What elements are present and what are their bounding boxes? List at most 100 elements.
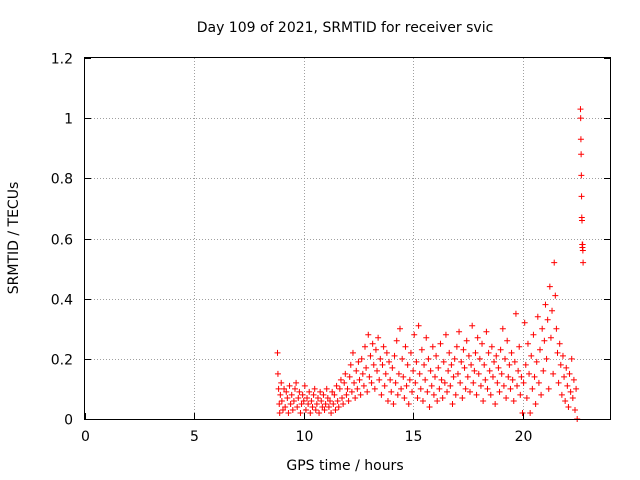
data-point bbox=[341, 379, 348, 386]
data-point bbox=[275, 385, 282, 392]
data-point bbox=[453, 343, 460, 350]
data-point bbox=[395, 370, 402, 377]
data-point bbox=[401, 394, 408, 401]
data-point bbox=[389, 364, 396, 371]
data-point bbox=[311, 385, 318, 392]
data-point bbox=[539, 325, 546, 332]
data-point bbox=[407, 349, 414, 356]
data-point bbox=[544, 316, 551, 323]
data-point bbox=[505, 373, 512, 380]
data-point bbox=[434, 397, 441, 404]
y-tick-label: 0.8 bbox=[51, 172, 73, 188]
data-point bbox=[279, 406, 286, 413]
data-point bbox=[456, 328, 463, 335]
data-point bbox=[482, 376, 489, 383]
data-point bbox=[508, 349, 515, 356]
data-point bbox=[503, 394, 510, 401]
data-point bbox=[404, 361, 411, 368]
data-point bbox=[347, 361, 354, 368]
data-point bbox=[541, 337, 548, 344]
data-point bbox=[500, 382, 507, 389]
data-point bbox=[387, 376, 394, 383]
y-tick-label: 0 bbox=[64, 413, 73, 429]
data-point bbox=[336, 385, 343, 392]
data-point bbox=[551, 259, 558, 266]
data-point bbox=[460, 346, 467, 353]
plot-frame bbox=[84, 57, 611, 420]
data-point bbox=[391, 352, 398, 359]
data-point bbox=[512, 310, 519, 317]
data-point bbox=[363, 364, 370, 371]
data-point bbox=[406, 376, 413, 383]
data-point bbox=[483, 328, 490, 335]
data-point bbox=[383, 349, 390, 356]
data-point bbox=[570, 376, 577, 383]
data-point bbox=[452, 391, 459, 398]
data-point bbox=[433, 352, 440, 359]
data-point bbox=[442, 331, 449, 338]
data-point bbox=[374, 367, 381, 374]
data-point bbox=[294, 403, 301, 410]
data-point bbox=[281, 385, 288, 392]
data-point bbox=[559, 352, 566, 359]
data-point bbox=[411, 331, 418, 338]
data-point bbox=[446, 349, 453, 356]
data-point bbox=[438, 376, 445, 383]
data-point bbox=[329, 388, 336, 395]
data-point bbox=[485, 349, 492, 356]
data-point bbox=[519, 409, 526, 416]
data-point bbox=[305, 400, 312, 407]
data-point bbox=[376, 376, 383, 383]
data-point bbox=[335, 403, 342, 410]
data-point bbox=[502, 355, 508, 362]
data-point bbox=[274, 349, 281, 356]
data-point bbox=[487, 391, 494, 398]
x-tick-label: 5 bbox=[190, 429, 199, 445]
chart-title: Day 109 of 2021, SRMTID for receiver svi… bbox=[197, 20, 494, 36]
data-point bbox=[428, 382, 435, 389]
data-point bbox=[569, 394, 576, 401]
data-point bbox=[327, 397, 333, 404]
data-point bbox=[440, 358, 447, 365]
data-point bbox=[561, 373, 568, 380]
data-point bbox=[495, 364, 502, 371]
data-point bbox=[274, 370, 281, 377]
data-point bbox=[554, 349, 561, 356]
data-point bbox=[402, 343, 409, 350]
data-point bbox=[288, 391, 295, 398]
data-point bbox=[378, 391, 385, 398]
data-point bbox=[393, 337, 400, 344]
x-axis-label: GPS time / hours bbox=[286, 458, 403, 474]
data-point bbox=[333, 382, 340, 389]
data-point bbox=[351, 379, 358, 386]
data-point bbox=[290, 397, 297, 404]
data-point bbox=[359, 370, 366, 377]
data-point bbox=[448, 361, 455, 368]
data-point bbox=[412, 379, 419, 386]
data-point bbox=[313, 400, 320, 407]
data-point bbox=[355, 358, 362, 365]
data-point bbox=[386, 358, 393, 365]
data-point bbox=[362, 343, 368, 350]
data-point bbox=[416, 370, 423, 377]
data-point bbox=[348, 388, 355, 395]
data-point bbox=[325, 403, 332, 410]
data-point bbox=[423, 334, 430, 341]
data-point bbox=[568, 355, 575, 362]
data-point bbox=[430, 391, 437, 398]
data-point bbox=[293, 379, 300, 386]
data-point bbox=[353, 367, 360, 374]
data-point bbox=[302, 406, 309, 413]
data-point bbox=[429, 343, 436, 350]
data-point bbox=[421, 361, 428, 368]
data-point bbox=[577, 136, 584, 143]
data-point bbox=[538, 391, 545, 398]
data-point bbox=[499, 325, 506, 332]
y-tick-label: 1 bbox=[64, 112, 73, 128]
data-point bbox=[557, 361, 564, 368]
data-point bbox=[397, 325, 403, 332]
data-point bbox=[497, 346, 504, 353]
data-point bbox=[380, 343, 387, 350]
data-point bbox=[494, 379, 501, 386]
data-point bbox=[563, 364, 570, 371]
